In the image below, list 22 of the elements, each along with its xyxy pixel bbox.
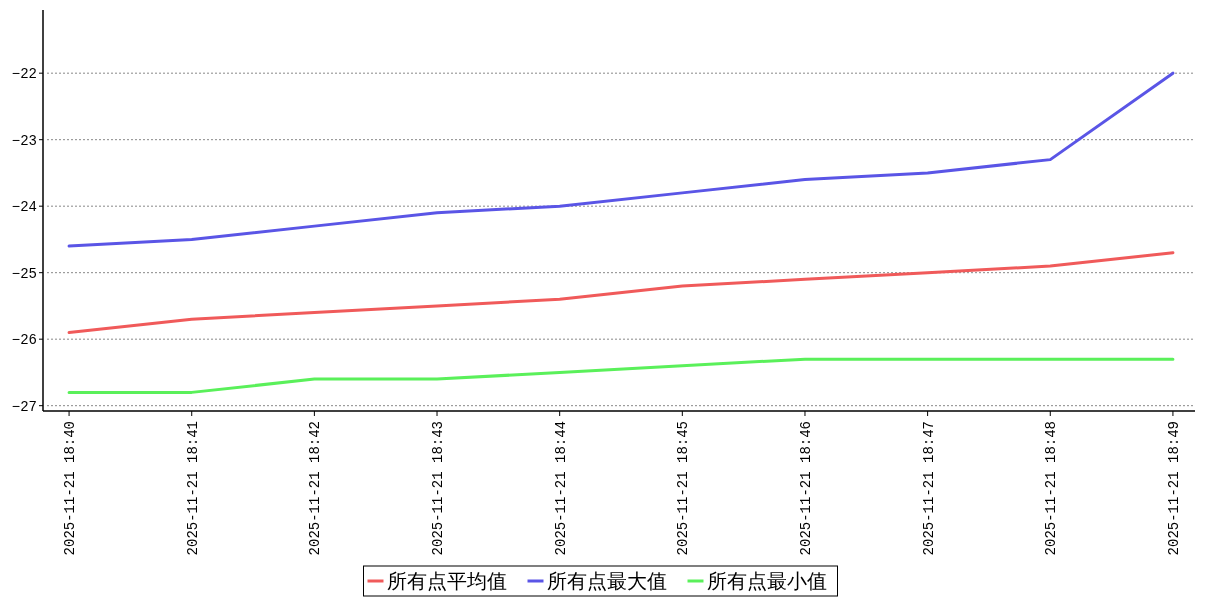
x-tick-label: 2025-11-21 18:47 [920,421,937,556]
y-tick-label: −27 [11,398,37,415]
y-tick-label: −23 [11,132,37,149]
legend-label: 所有点平均值 [386,569,507,593]
x-tick-label: 2025-11-21 18:41 [184,421,201,556]
legend-label: 所有点最大值 [546,569,667,593]
legend-label: 所有点最小值 [706,569,827,593]
y-tick-label: −24 [11,199,37,216]
x-tick-label: 2025-11-21 18:44 [552,421,569,556]
line-series [67,357,1175,394]
y-tick-label: −22 [11,66,37,83]
y-tick-label: −25 [11,265,37,282]
x-tick-label: 2025-11-21 18:43 [430,421,447,556]
x-tick-label: 2025-11-21 18:49 [1165,421,1182,556]
x-tick-label: 2025-11-21 18:48 [1043,421,1060,556]
x-tick-label: 2025-11-21 18:42 [307,421,324,556]
line-series [67,71,1175,248]
line-series [67,251,1175,335]
y-tick-label: −26 [11,332,37,349]
x-tick-label: 2025-11-21 18:46 [797,421,814,556]
x-tick-label: 2025-11-21 18:40 [62,421,79,556]
x-tick-label: 2025-11-21 18:45 [675,421,692,556]
